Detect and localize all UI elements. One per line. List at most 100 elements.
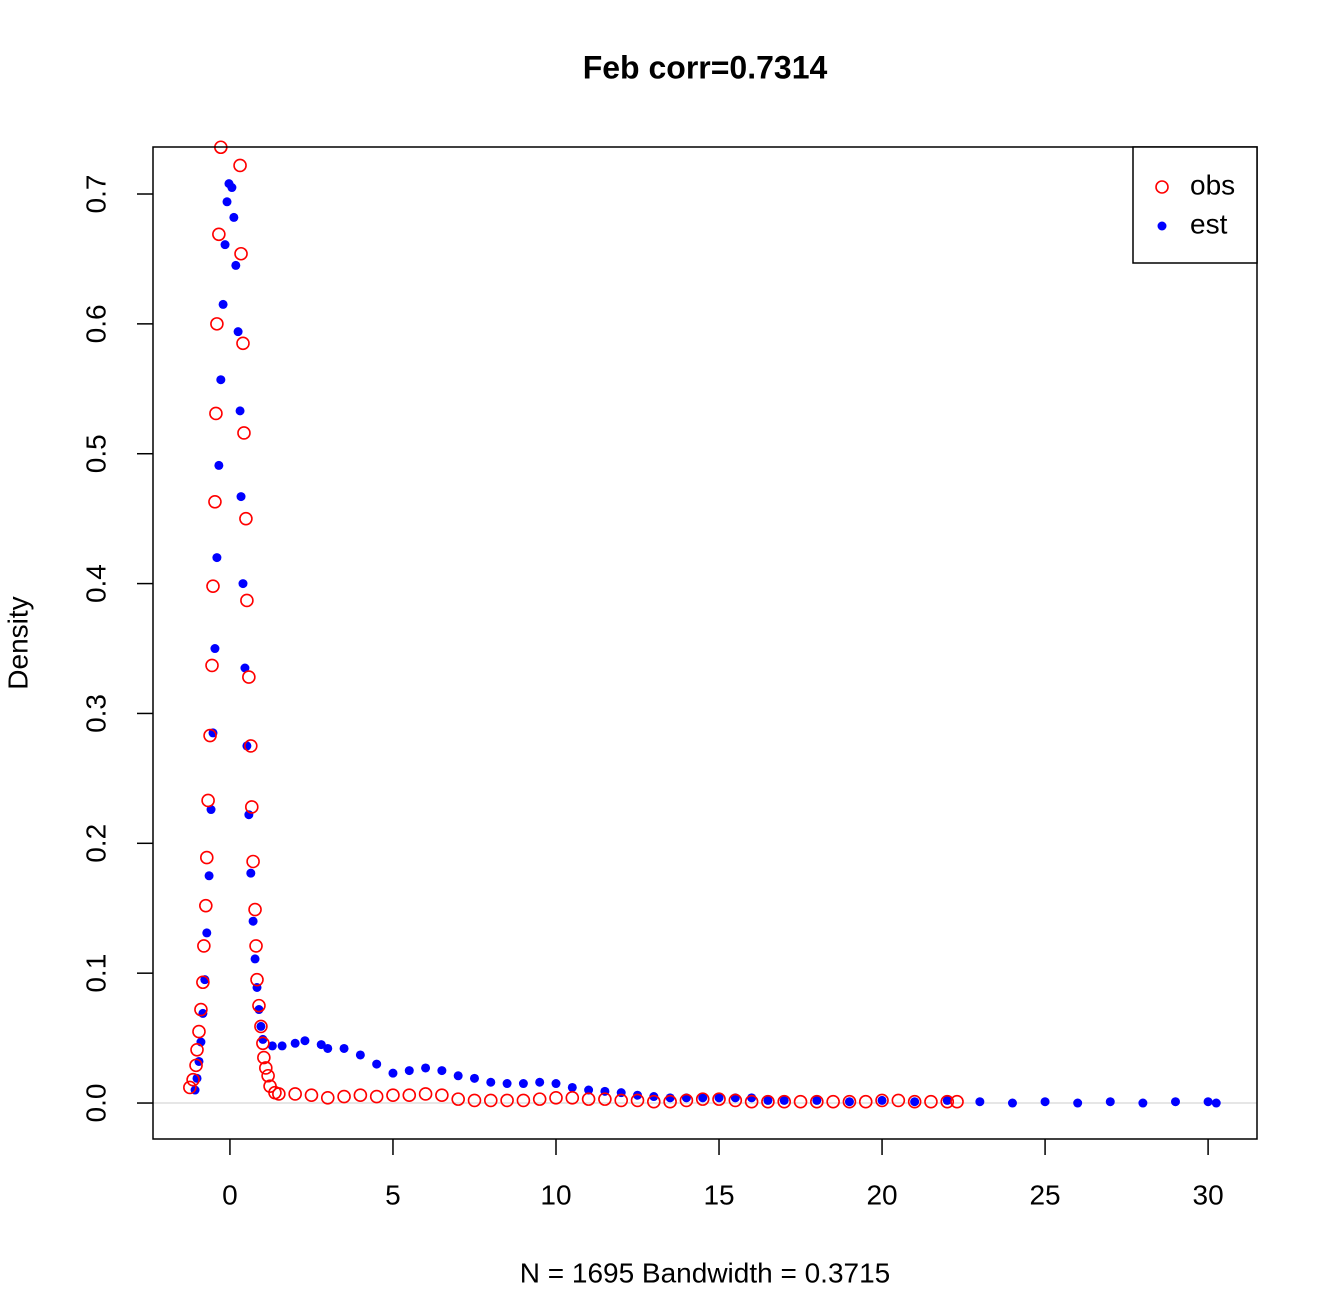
point: [437, 1066, 447, 1076]
point: [665, 1093, 675, 1103]
point: [248, 916, 258, 926]
point: [234, 246, 248, 261]
point: [1203, 1097, 1213, 1107]
point: [194, 1002, 208, 1017]
point: [714, 1093, 724, 1103]
point: [257, 1050, 271, 1065]
legend-label: est: [1190, 208, 1228, 239]
point: [747, 1093, 757, 1103]
point: [942, 1095, 952, 1105]
point: [744, 1094, 759, 1109]
point: [220, 240, 230, 250]
point: [189, 1058, 203, 1073]
point: [877, 1095, 887, 1105]
point: [712, 1092, 726, 1106]
point: [891, 1093, 906, 1108]
point: [1170, 1097, 1180, 1107]
point: [236, 336, 250, 351]
point: [229, 212, 239, 222]
point: [1073, 1098, 1083, 1108]
point: [435, 1088, 449, 1103]
point: [469, 1073, 479, 1083]
point: [240, 593, 254, 608]
point: [369, 1089, 384, 1104]
y-tick-label: 0.7: [80, 175, 111, 214]
point: [907, 1094, 922, 1109]
point: [763, 1095, 773, 1105]
point: [208, 494, 222, 509]
point: [244, 800, 259, 814]
y-tick-label: 0.4: [80, 564, 111, 603]
point: [695, 1092, 710, 1106]
point: [242, 670, 256, 684]
point: [418, 1087, 433, 1101]
point: [250, 954, 260, 964]
x-tick-label: 25: [1029, 1179, 1060, 1210]
x-tick-label: 0: [222, 1179, 238, 1210]
point: [254, 1019, 268, 1034]
point: [402, 1088, 417, 1103]
point: [565, 1091, 580, 1105]
point: [237, 426, 251, 440]
point: [679, 1093, 694, 1108]
point: [236, 492, 246, 502]
point: [421, 1063, 431, 1073]
point: [924, 1094, 938, 1109]
point: [206, 805, 216, 815]
point: [950, 1094, 964, 1109]
point: [532, 1092, 547, 1106]
point: [244, 739, 258, 753]
point: [246, 868, 256, 878]
point: [258, 1034, 268, 1044]
point: [277, 1041, 287, 1051]
y-tick-label: 0.2: [80, 824, 111, 863]
point: [630, 1093, 645, 1108]
point: [581, 1092, 596, 1106]
point: [551, 1079, 561, 1089]
point: [633, 1090, 643, 1100]
point: [844, 1097, 854, 1107]
point: [216, 375, 226, 385]
point: [518, 1079, 528, 1089]
point: [812, 1095, 822, 1105]
point: [222, 197, 232, 207]
point: [486, 1077, 496, 1087]
point: [227, 183, 237, 193]
point: [256, 1036, 270, 1051]
y-tick-label: 0.1: [80, 954, 111, 993]
point: [649, 1092, 659, 1102]
point: [598, 1092, 612, 1106]
y-tick-label: 0.6: [80, 304, 111, 343]
y-axis-label: Density: [2, 596, 33, 689]
point: [1105, 1097, 1115, 1107]
point: [698, 1093, 708, 1103]
point: [779, 1095, 789, 1105]
point: [231, 260, 241, 270]
x-tick-label: 30: [1193, 1179, 1224, 1210]
point: [502, 1079, 512, 1089]
point: [209, 406, 223, 421]
point: [1007, 1098, 1017, 1108]
point: [210, 317, 224, 331]
point: [218, 299, 228, 309]
point: [238, 579, 248, 589]
point: [267, 1041, 277, 1051]
point: [777, 1094, 792, 1109]
point: [210, 644, 220, 654]
x-tick-label: 5: [385, 1179, 401, 1210]
point: [204, 871, 214, 881]
point: [248, 902, 262, 917]
point: [337, 1089, 351, 1104]
point: [549, 1091, 563, 1105]
point: [186, 1072, 200, 1087]
point: [858, 1094, 873, 1109]
y-tick-label: 0.0: [80, 1084, 111, 1123]
x-tick-label: 10: [540, 1179, 571, 1210]
legend-marker: [1155, 180, 1169, 194]
point: [842, 1094, 857, 1109]
point: [1138, 1098, 1148, 1108]
point: [240, 663, 250, 673]
point: [1040, 1097, 1050, 1107]
point: [940, 1094, 955, 1109]
point: [728, 1093, 743, 1108]
